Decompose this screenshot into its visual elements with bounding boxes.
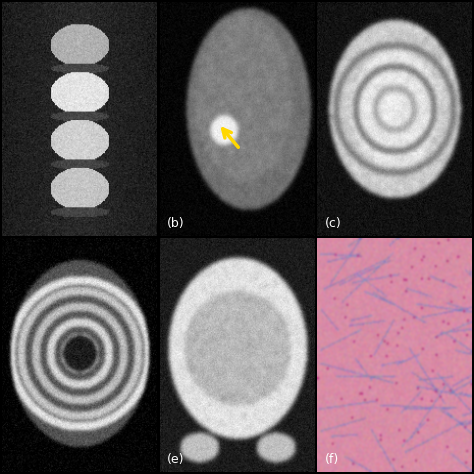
Text: (c): (c)	[325, 217, 341, 230]
Text: (b): (b)	[167, 217, 185, 230]
Text: (f): (f)	[325, 453, 339, 466]
Text: (e): (e)	[167, 453, 185, 466]
